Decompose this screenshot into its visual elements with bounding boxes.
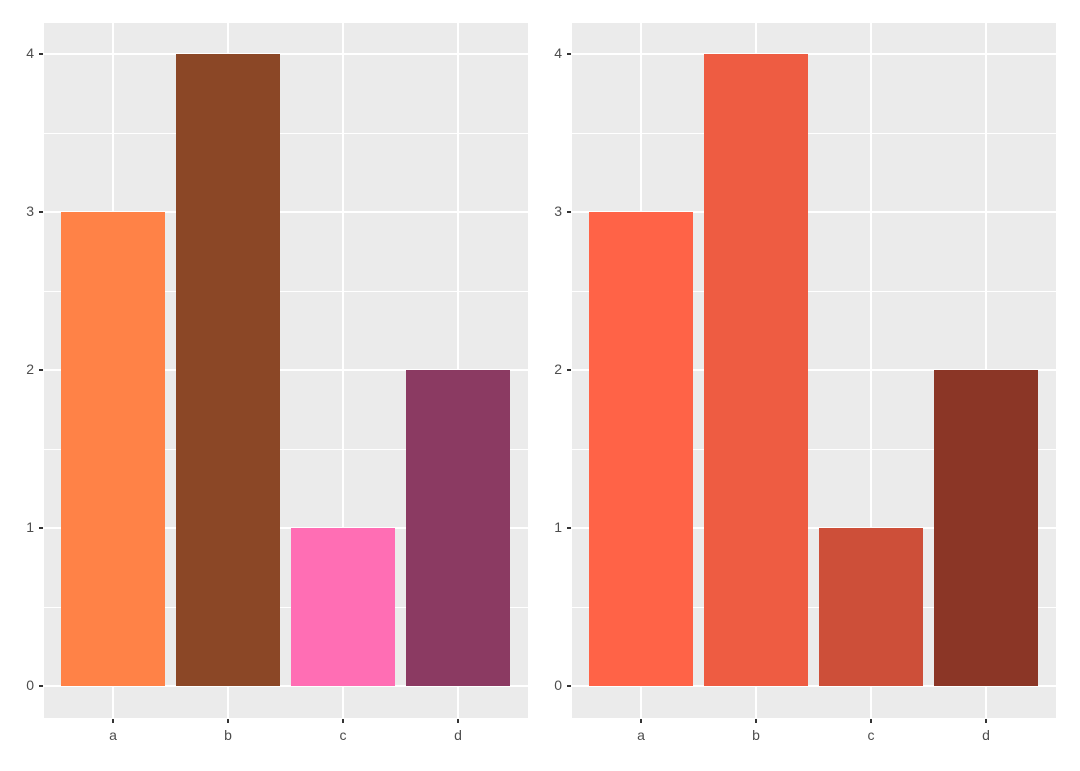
y-tick <box>39 527 43 529</box>
bar-d <box>406 370 510 686</box>
y-tick-label: 1 <box>26 519 34 535</box>
y-tick <box>567 685 571 687</box>
plot-panel <box>572 23 1056 718</box>
major-gridline <box>870 23 872 718</box>
major-gridline <box>44 53 528 55</box>
x-tick <box>112 719 114 723</box>
x-tick <box>227 719 229 723</box>
x-tick <box>342 719 344 723</box>
bar-b <box>176 54 280 686</box>
y-tick-label: 0 <box>554 677 562 693</box>
major-gridline <box>572 53 1056 55</box>
y-tick <box>39 685 43 687</box>
bar-a <box>61 212 165 686</box>
bar-a <box>589 212 693 686</box>
plot-panel <box>44 23 528 718</box>
minor-gridline <box>44 607 528 608</box>
x-tick-label: d <box>982 727 990 743</box>
minor-gridline <box>572 607 1056 608</box>
minor-gridline <box>44 291 528 292</box>
y-tick-label: 3 <box>554 203 562 219</box>
y-tick <box>39 53 43 55</box>
y-tick <box>39 211 43 213</box>
bar-d <box>934 370 1038 686</box>
bar-c <box>291 528 395 686</box>
x-tick-label: b <box>224 727 232 743</box>
x-tick-label: a <box>637 727 645 743</box>
y-tick <box>567 527 571 529</box>
major-gridline <box>44 527 528 529</box>
x-tick-label: b <box>752 727 760 743</box>
y-tick-label: 1 <box>554 519 562 535</box>
x-tick-label: c <box>867 727 875 743</box>
minor-gridline <box>572 291 1056 292</box>
x-tick <box>985 719 987 723</box>
y-tick <box>567 369 571 371</box>
major-gridline <box>572 685 1056 687</box>
x-tick <box>870 719 872 723</box>
y-tick-label: 4 <box>26 45 34 61</box>
x-tick-label: c <box>339 727 347 743</box>
major-gridline <box>572 369 1056 371</box>
y-tick-label: 4 <box>554 45 562 61</box>
bar-b <box>704 54 808 686</box>
y-tick-label: 2 <box>554 361 562 377</box>
y-tick-label: 3 <box>26 203 34 219</box>
minor-gridline <box>44 449 528 450</box>
major-gridline <box>44 369 528 371</box>
x-tick-label: a <box>109 727 117 743</box>
minor-gridline <box>572 133 1056 134</box>
major-gridline <box>342 23 344 718</box>
minor-gridline <box>44 133 528 134</box>
y-tick <box>39 369 43 371</box>
major-gridline <box>44 685 528 687</box>
major-gridline <box>44 211 528 213</box>
x-tick <box>457 719 459 723</box>
x-tick-label: d <box>454 727 462 743</box>
y-tick-label: 2 <box>26 361 34 377</box>
y-tick <box>567 211 571 213</box>
major-gridline <box>572 211 1056 213</box>
x-tick <box>640 719 642 723</box>
y-tick <box>567 53 571 55</box>
bar-c <box>819 528 923 686</box>
y-tick-label: 0 <box>26 677 34 693</box>
minor-gridline <box>572 449 1056 450</box>
major-gridline <box>572 527 1056 529</box>
x-tick <box>755 719 757 723</box>
